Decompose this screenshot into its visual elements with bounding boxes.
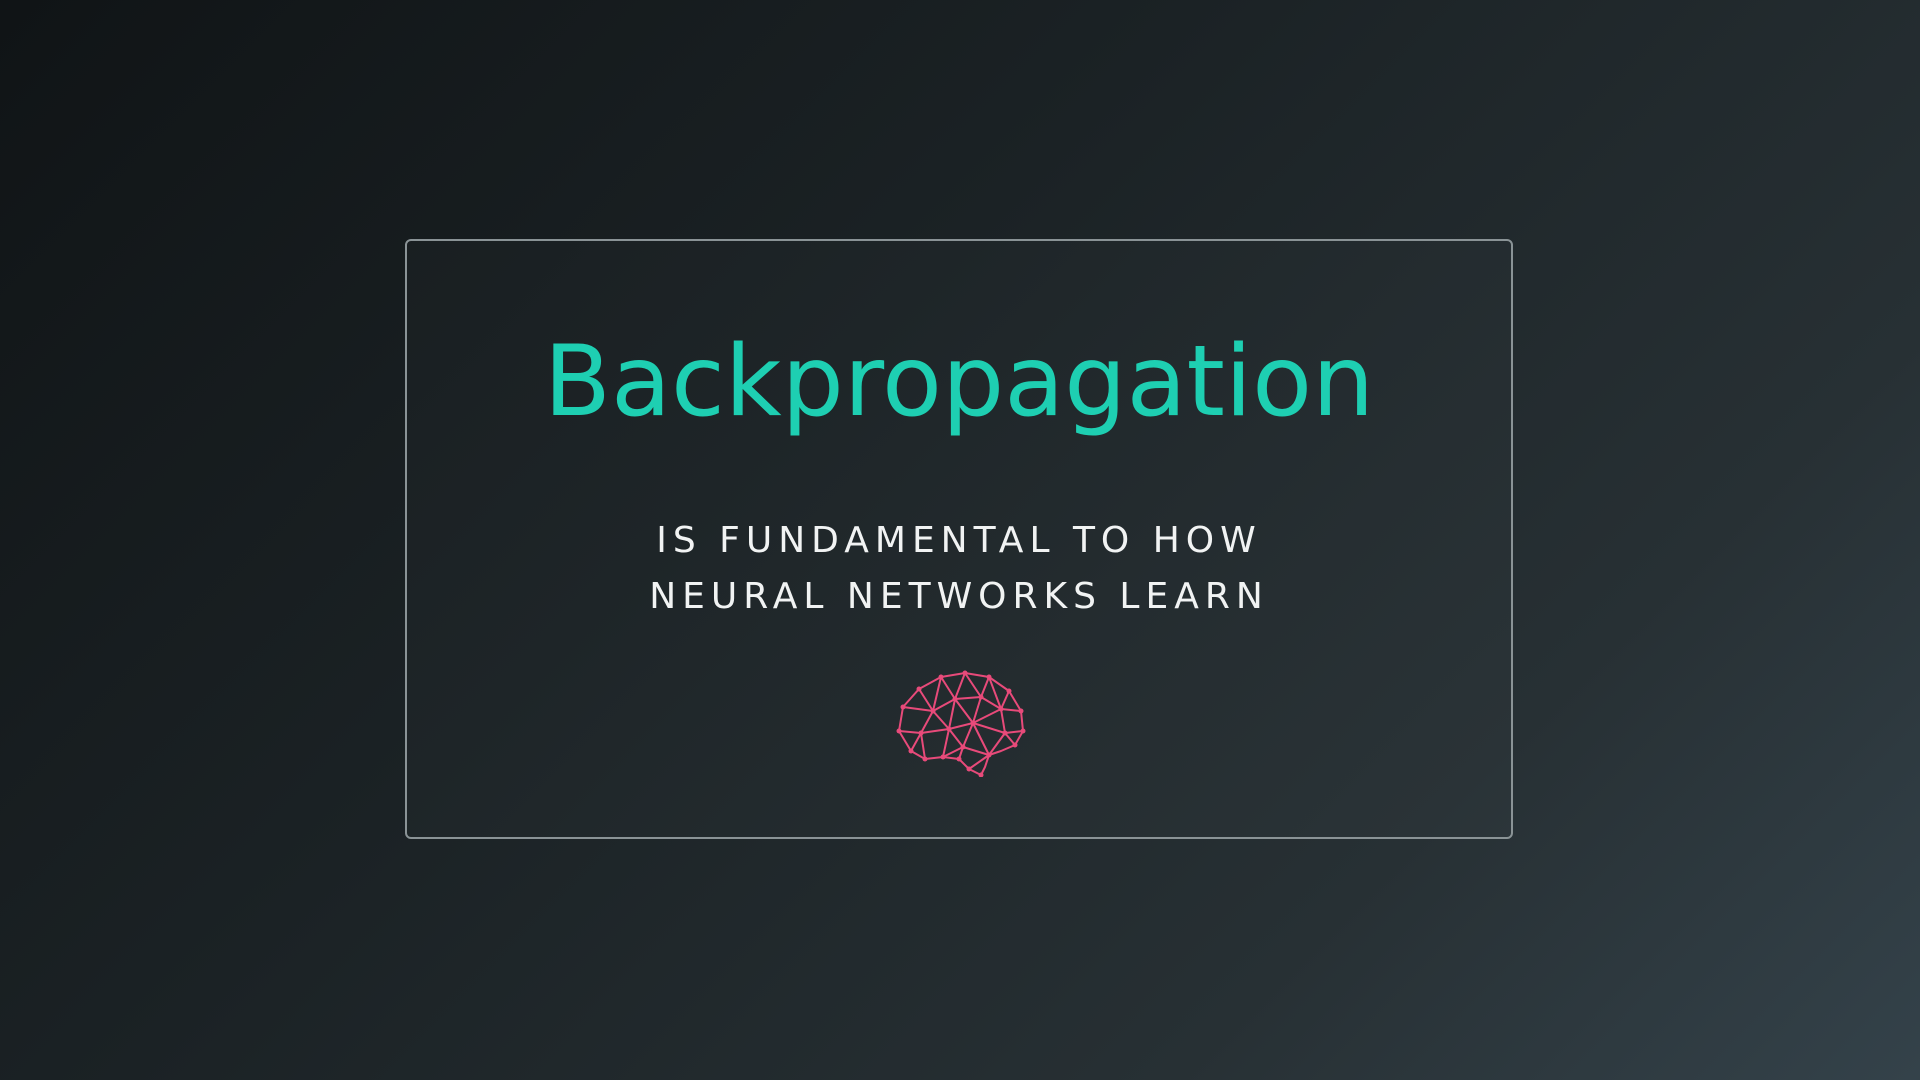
- subtitle-line-1: IS FUNDAMENTAL TO HOW: [656, 520, 1262, 561]
- slide-title: Backpropagation: [543, 325, 1375, 439]
- subtitle-line-2: NEURAL NETWORKS LEARN: [649, 576, 1269, 617]
- brain-network-icon: [896, 670, 1026, 777]
- slide-subtitle: IS FUNDAMENTAL TO HOW NEURAL NETWORKS LE…: [407, 513, 1511, 625]
- slide-card: Backpropagation IS FUNDAMENTAL TO HOW NE…: [405, 239, 1513, 839]
